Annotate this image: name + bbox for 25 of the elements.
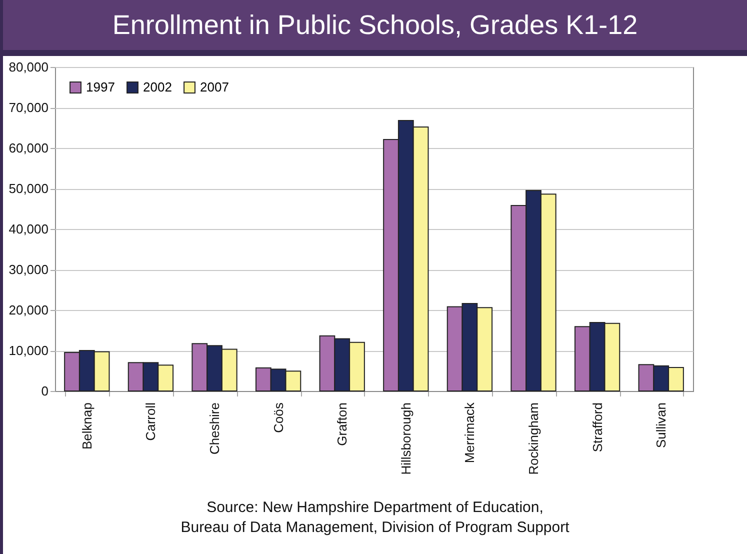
legend-label: 1997 [86, 80, 115, 95]
x-tick-label: Sullivan [654, 402, 669, 448]
y-tick-label: 30,000 [8, 262, 48, 277]
x-tick-label: Coös [270, 402, 286, 433]
x-tick-label: Strafford [590, 402, 605, 452]
legend-label: 2007 [200, 80, 229, 95]
x-tick-label: Rockingham [526, 402, 541, 475]
source-note: Source: New Hampshire Department of Education, [206, 498, 544, 518]
x-tick-label: Merrimack [462, 402, 478, 464]
y-tick-label: 70,000 [8, 100, 48, 115]
x-tick-label: Carroll [143, 402, 158, 441]
chart-title: Enrollment in Public Schools, Grades K1-12 [3, 0, 747, 56]
x-tick-label: Hillsborough [398, 402, 414, 475]
text: Bureau of Data Management, Division of Program Support [180, 518, 570, 538]
y-tick-label: 50,000 [8, 181, 48, 196]
y-tick-label: 20,000 [8, 302, 48, 318]
x-tick-label: Cheshire [207, 402, 222, 455]
y-tick-label: 0 [41, 384, 48, 398]
x-tick-label: Grafton [334, 402, 350, 446]
y-tick-label: 80,000 [8, 60, 48, 74]
x-tick-label: Belknap [79, 402, 94, 450]
y-tick-label: 10,000 [8, 343, 48, 358]
y-tick-label: 40,000 [8, 222, 48, 236]
y-tick-label: 60,000 [8, 140, 48, 156]
legend-label: 2002 [143, 80, 172, 95]
